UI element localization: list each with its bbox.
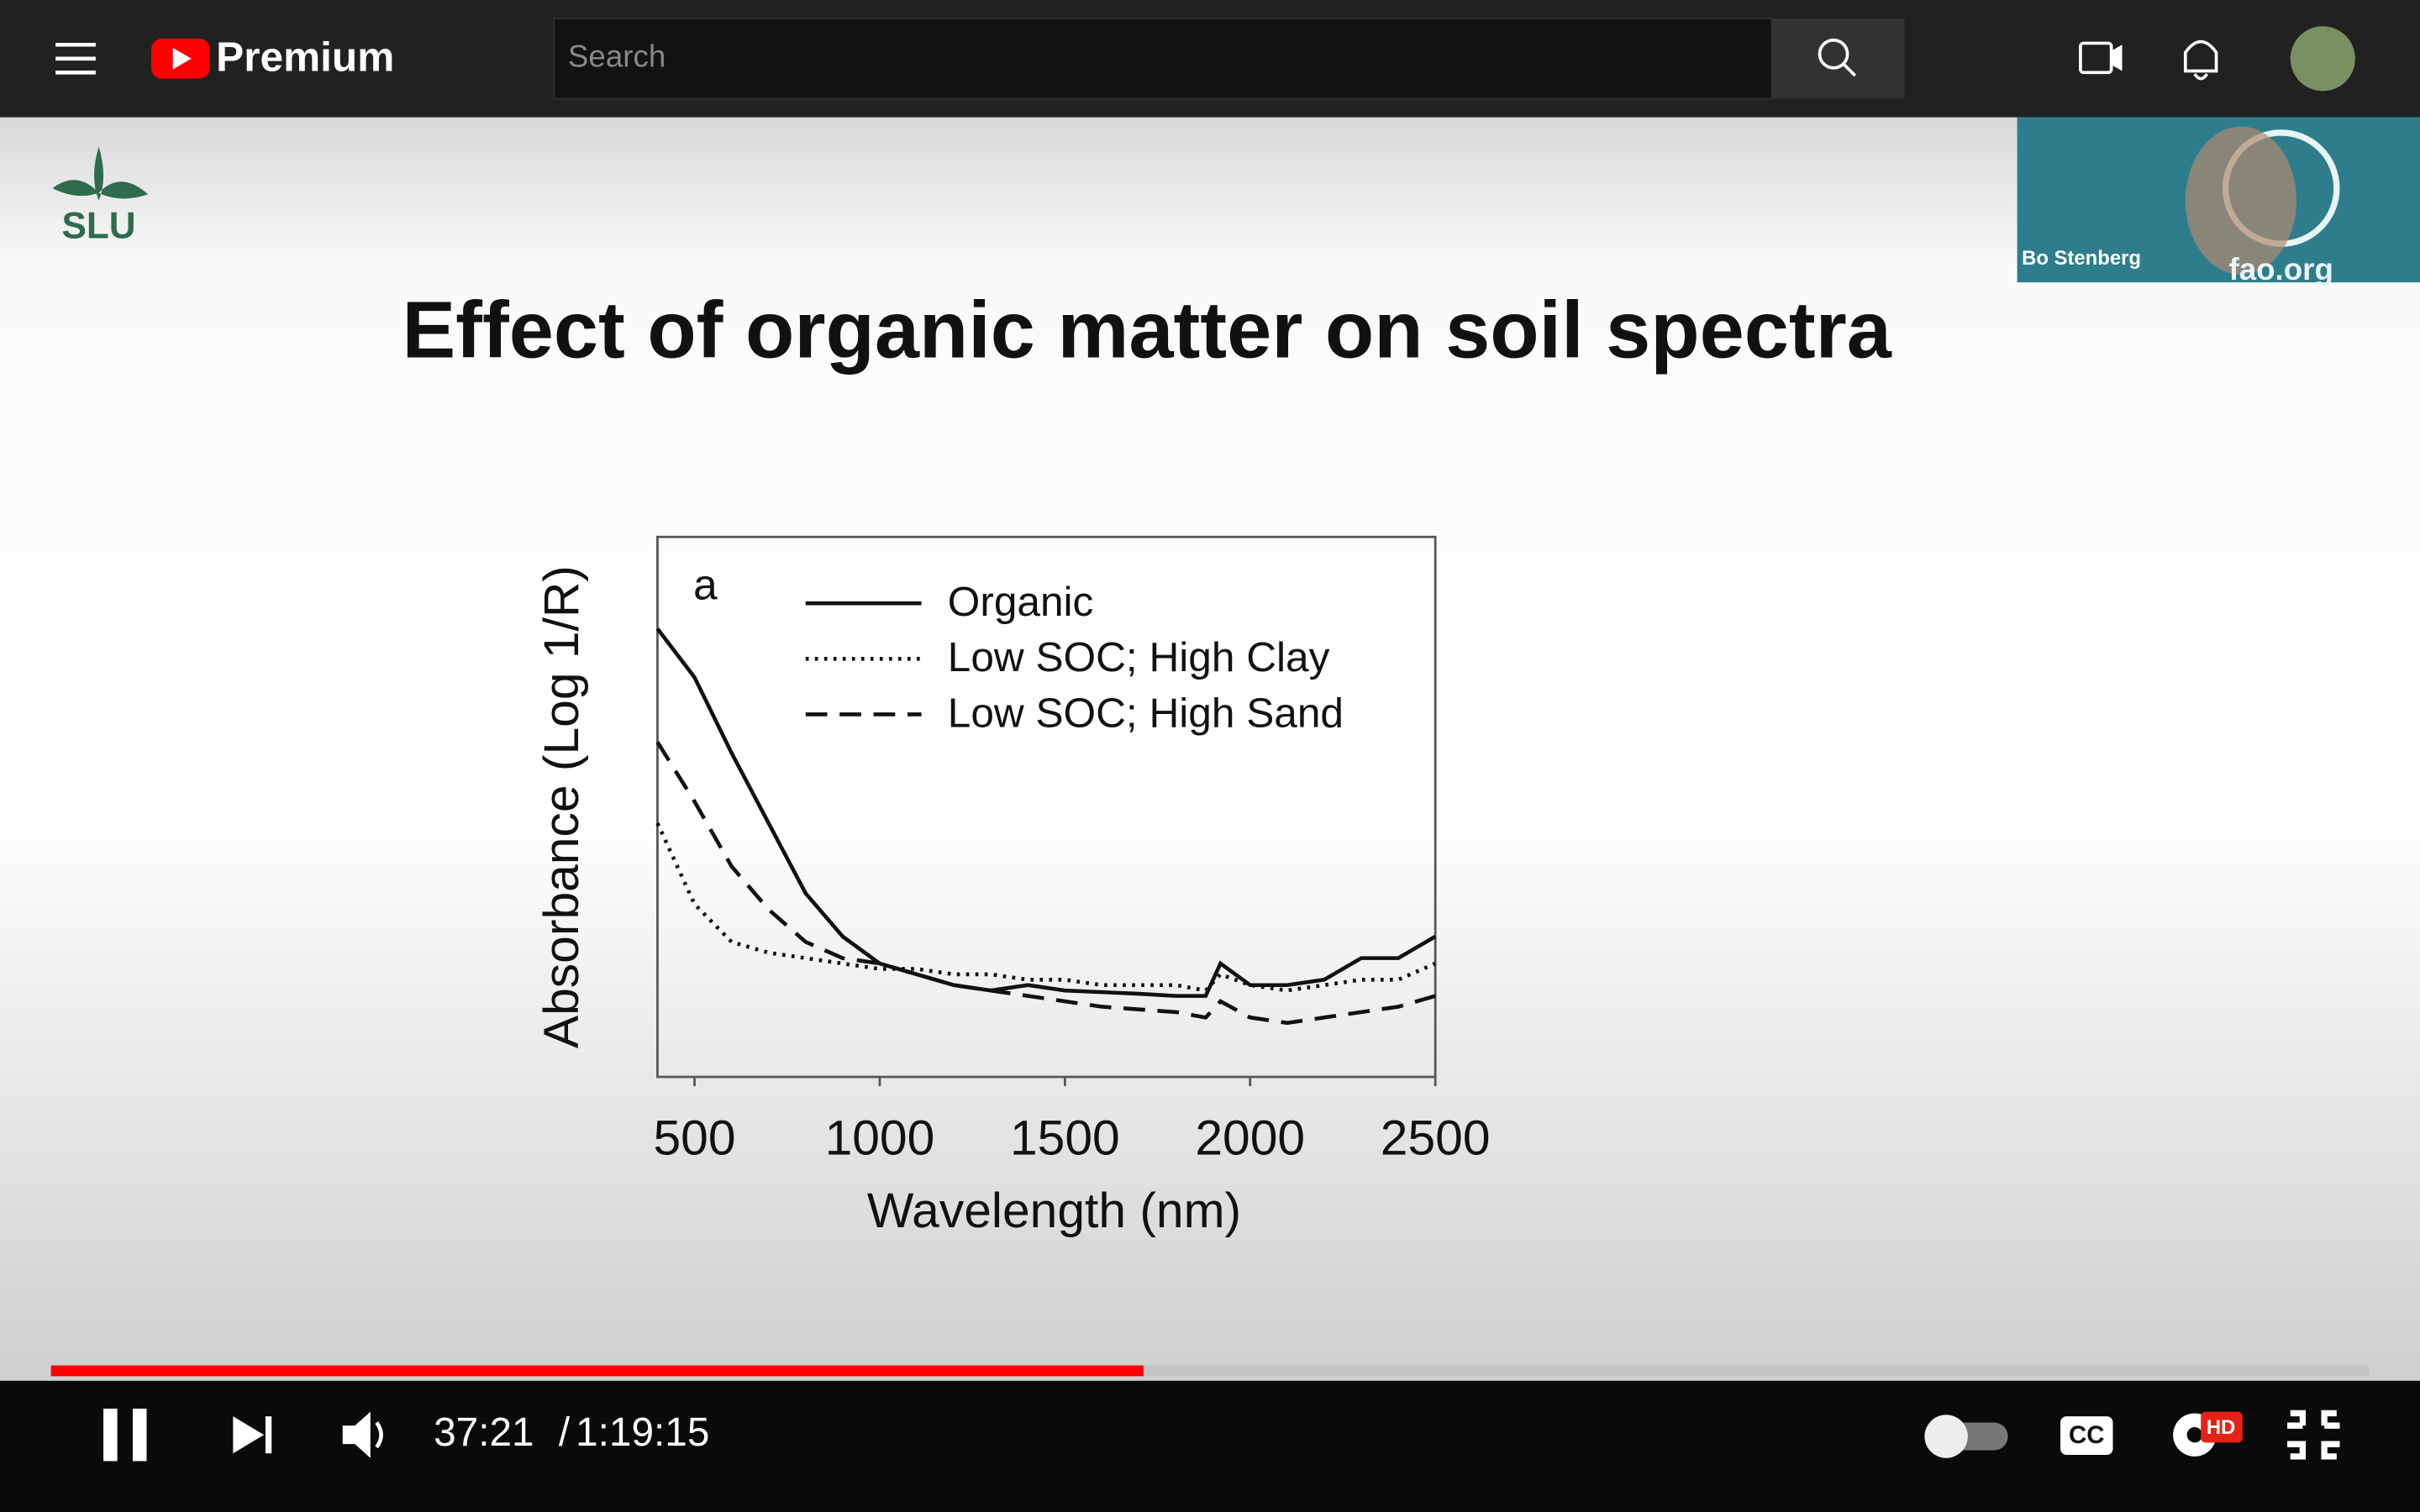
play-glyph <box>172 47 192 70</box>
pause-button[interactable] <box>103 1408 118 1462</box>
avatar[interactable] <box>2290 26 2355 92</box>
captions-button[interactable] <box>2060 1416 2113 1456</box>
panel-label: a <box>693 559 718 608</box>
x-tick-label: 2500 <box>1381 1111 1491 1166</box>
hd-badge <box>2201 1411 2243 1443</box>
captions-label: CC <box>2069 1421 2104 1449</box>
x-axis-label: Wavelength (nm) <box>867 1184 1241 1238</box>
pause-button-bar <box>132 1408 147 1462</box>
menu-button[interactable] <box>55 42 96 75</box>
volume-wave <box>375 1421 383 1449</box>
brand: Premium <box>216 34 394 81</box>
speaker <box>2185 126 2297 275</box>
progress-played <box>50 1365 1144 1377</box>
search-box[interactable] <box>553 18 1773 100</box>
notifications-icon[interactable] <box>2183 39 2218 81</box>
exit-fullscreen-button[interactable] <box>2287 1410 2340 1460</box>
slu-logo-mark <box>52 146 149 201</box>
x-tick-label: 2000 <box>1195 1111 1305 1166</box>
series-line <box>655 627 1437 998</box>
search-placeholder: Search <box>568 39 666 73</box>
series-line <box>655 741 1436 1026</box>
series-line <box>655 822 1437 993</box>
current-time: 37:21 <box>434 1410 534 1455</box>
time-separator: / <box>559 1410 571 1455</box>
search-icon-handle <box>1843 63 1857 77</box>
x-tick-label: 1000 <box>825 1111 935 1166</box>
x-tick-label: 1500 <box>1010 1111 1120 1166</box>
legend-label: Low SOC; High Clay <box>948 633 1330 680</box>
autoplay-knob <box>1924 1415 1968 1458</box>
slide <box>0 117 2420 1381</box>
volume-button[interactable] <box>342 1411 371 1458</box>
next-button[interactable] <box>233 1416 265 1454</box>
legend-label: Organic <box>948 578 1094 625</box>
settings-hole <box>2186 1426 2203 1443</box>
search-button[interactable] <box>1771 18 1905 99</box>
next-button-bar <box>265 1416 272 1454</box>
hd-label: HD <box>2207 1416 2235 1439</box>
duration: 1:19:15 <box>576 1410 709 1455</box>
watermark: fao.org <box>2228 252 2333 286</box>
slide-title: Effect of organic matter on soil spectra <box>402 286 1891 375</box>
slu-logo-text: SLU <box>61 205 135 246</box>
x-tick-label: 500 <box>653 1111 735 1166</box>
legend-label: Low SOC; High Sand <box>948 689 1344 736</box>
y-axis-label: Absorbance (Log 1/R) <box>534 565 589 1048</box>
search-icon <box>1818 38 1849 70</box>
player-controls <box>0 1380 2420 1512</box>
chart: a Wavelength (nm) Absorbance (Log 1/R) 5… <box>534 535 1491 1238</box>
create-icon-lens <box>2111 45 2123 71</box>
plot-frame <box>656 535 1437 1079</box>
speaker-name: Bo Stenberg <box>2022 247 2141 270</box>
